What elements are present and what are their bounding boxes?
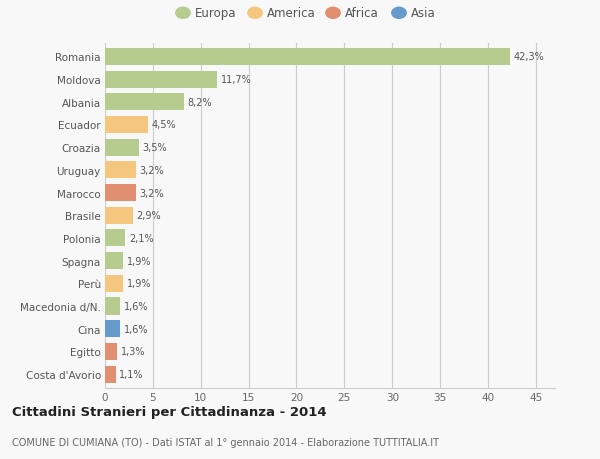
Bar — [105, 49, 510, 66]
Bar — [105, 139, 139, 156]
Text: 1,3%: 1,3% — [121, 347, 146, 357]
Text: 4,5%: 4,5% — [152, 120, 176, 130]
Bar — [105, 162, 136, 179]
Text: 11,7%: 11,7% — [221, 75, 251, 85]
Text: Africa: Africa — [345, 7, 379, 20]
Bar — [105, 185, 136, 202]
Text: COMUNE DI CUMIANA (TO) - Dati ISTAT al 1° gennaio 2014 - Elaborazione TUTTITALIA: COMUNE DI CUMIANA (TO) - Dati ISTAT al 1… — [12, 437, 439, 447]
Bar — [105, 320, 121, 337]
Text: 3,5%: 3,5% — [142, 143, 167, 153]
Text: 1,9%: 1,9% — [127, 256, 152, 266]
Bar — [105, 366, 116, 383]
Bar — [105, 252, 123, 269]
Text: 3,2%: 3,2% — [139, 165, 164, 175]
Text: 1,6%: 1,6% — [124, 324, 149, 334]
Text: America: America — [267, 7, 316, 20]
Text: 3,2%: 3,2% — [139, 188, 164, 198]
Text: 2,9%: 2,9% — [137, 211, 161, 221]
Bar — [105, 275, 123, 292]
Text: 42,3%: 42,3% — [514, 52, 545, 62]
Text: 2,1%: 2,1% — [129, 233, 154, 243]
Text: 8,2%: 8,2% — [187, 97, 212, 107]
Bar — [105, 298, 121, 315]
Text: 1,6%: 1,6% — [124, 301, 149, 311]
Bar — [105, 207, 133, 224]
Text: 1,9%: 1,9% — [127, 279, 152, 289]
Text: Cittadini Stranieri per Cittadinanza - 2014: Cittadini Stranieri per Cittadinanza - 2… — [12, 405, 326, 419]
Bar — [105, 94, 184, 111]
Text: Europa: Europa — [195, 7, 236, 20]
Text: Asia: Asia — [411, 7, 436, 20]
Bar — [105, 117, 148, 134]
Bar — [105, 230, 125, 247]
Bar — [105, 71, 217, 88]
Text: 1,1%: 1,1% — [119, 369, 144, 379]
Bar — [105, 343, 118, 360]
